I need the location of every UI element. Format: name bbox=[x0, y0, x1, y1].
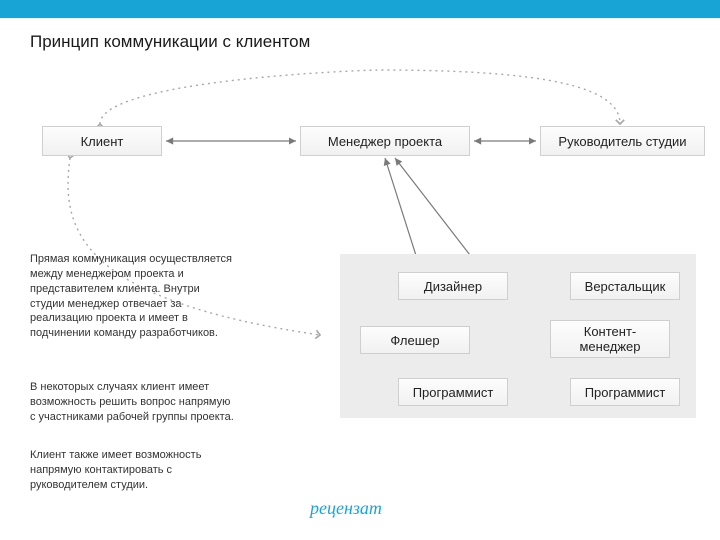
node-content: Контент- менеджер bbox=[550, 320, 670, 358]
node-label: Менеджер проекта bbox=[328, 134, 442, 149]
paragraph-2: В некоторых случаях клиент имеет возможн… bbox=[30, 380, 235, 425]
node-label: Флешер bbox=[390, 333, 439, 348]
node-layouter: Верстальщик bbox=[570, 272, 680, 300]
topbar bbox=[0, 0, 720, 18]
slide-root: Принцип коммуникации с клиентом Клиент М… bbox=[0, 0, 720, 540]
footer-logo: peцeнзaт bbox=[310, 498, 382, 519]
paragraph-3: Клиент также имеет возможность напрямую … bbox=[30, 448, 235, 493]
paragraph-1: Прямая коммуникация осуществляется между… bbox=[30, 252, 235, 341]
node-designer: Дизайнер bbox=[398, 272, 508, 300]
node-manager: Менеджер проекта bbox=[300, 126, 470, 156]
node-flasher: Флешер bbox=[360, 326, 470, 354]
node-label: Программист bbox=[413, 385, 494, 400]
node-prog2: Программист bbox=[570, 378, 680, 406]
node-label: Программист bbox=[585, 385, 666, 400]
node-label: Верстальщик bbox=[585, 279, 666, 294]
node-head: Руководитель студии bbox=[540, 126, 705, 156]
page-title: Принцип коммуникации с клиентом bbox=[30, 32, 310, 52]
node-label: Дизайнер bbox=[424, 279, 482, 294]
node-label: Клиент bbox=[81, 134, 124, 149]
node-label: Руководитель студии bbox=[558, 134, 686, 149]
node-label: Контент- менеджер bbox=[579, 324, 640, 354]
node-client: Клиент bbox=[42, 126, 162, 156]
node-prog1: Программист bbox=[398, 378, 508, 406]
